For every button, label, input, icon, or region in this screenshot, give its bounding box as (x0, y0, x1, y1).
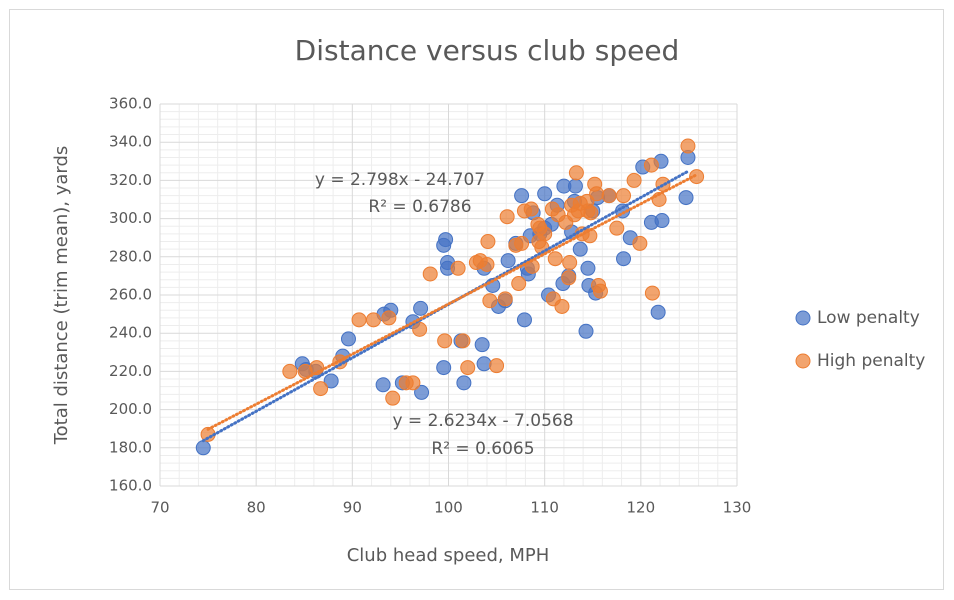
data-point (547, 251, 563, 267)
data-point (561, 270, 577, 286)
data-point (365, 312, 381, 328)
data-point (568, 165, 584, 181)
data-point (497, 291, 513, 307)
y-tick-label: 260.0 (109, 286, 152, 304)
data-point (412, 321, 428, 337)
data-point (680, 138, 696, 154)
data-point (514, 235, 530, 251)
data-point (511, 276, 527, 292)
data-point (438, 232, 454, 248)
data-point (456, 375, 472, 391)
data-point (572, 241, 588, 257)
data-point (460, 360, 476, 376)
legend-marker (795, 353, 811, 369)
legend-marker (795, 310, 811, 326)
data-point (405, 375, 421, 391)
data-point (479, 256, 495, 272)
data-point (476, 356, 492, 372)
x-tick-label: 110 (530, 499, 559, 517)
x-tick-label: 80 (247, 499, 266, 517)
data-point (514, 188, 530, 204)
data-point (632, 235, 648, 251)
data-point (195, 440, 211, 456)
data-point (616, 251, 632, 267)
data-point (436, 360, 452, 376)
trendline-r2: R² = 0.6786 (368, 197, 471, 217)
data-point (516, 312, 532, 328)
data-point (523, 201, 539, 217)
legend-label: High penalty (817, 351, 925, 371)
y-tick-label: 340.0 (109, 133, 152, 151)
data-point (644, 285, 660, 301)
data-point (654, 213, 670, 229)
y-tick-label: 280.0 (109, 247, 152, 265)
x-tick-label: 70 (150, 499, 169, 517)
data-point (609, 220, 625, 236)
chart-border (9, 9, 944, 590)
y-tick-label: 360.0 (109, 95, 152, 113)
y-tick-label: 300.0 (109, 209, 152, 227)
data-point (482, 293, 498, 309)
data-point (616, 188, 632, 204)
chart-title: Distance versus club speed (295, 34, 680, 67)
x-tick-label: 120 (627, 499, 656, 517)
data-point (414, 384, 430, 400)
data-point (500, 253, 516, 269)
trendline-r2: R² = 0.6065 (431, 439, 534, 459)
data-point (489, 358, 505, 374)
data-point (437, 333, 453, 349)
legend-label: Low penalty (817, 308, 920, 328)
data-point (385, 390, 401, 406)
data-point (567, 178, 583, 194)
data-point (582, 228, 598, 244)
data-point (689, 169, 705, 185)
data-point (580, 260, 596, 276)
x-tick-label: 100 (434, 499, 463, 517)
data-point (474, 337, 490, 353)
data-point (351, 312, 367, 328)
y-tick-label: 320.0 (109, 171, 152, 189)
data-point (562, 255, 578, 271)
data-point (589, 186, 605, 202)
trendline-equation: y = 2.798x - 24.707 (315, 170, 485, 190)
trendline-equation: y = 2.6234x - 7.0568 (392, 411, 573, 431)
x-axis-label: Club head speed, MPH (347, 545, 550, 566)
data-point (578, 323, 594, 339)
data-point (313, 381, 329, 397)
data-point (422, 266, 438, 282)
x-tick-label: 130 (723, 499, 752, 517)
data-point (583, 205, 599, 221)
data-point (626, 172, 642, 188)
x-tick-label: 90 (343, 499, 362, 517)
data-point (643, 157, 659, 173)
y-tick-label: 180.0 (109, 438, 152, 456)
data-point (678, 190, 694, 206)
data-point (381, 310, 397, 326)
data-point (455, 333, 471, 349)
data-point (413, 300, 429, 316)
data-point (650, 304, 666, 320)
y-tick-label: 160.0 (109, 477, 152, 495)
data-point (340, 331, 356, 347)
y-axis-label: Total distance (trim mean), yards (51, 146, 72, 446)
y-tick-label: 200.0 (109, 400, 152, 418)
data-point (323, 373, 339, 389)
data-point (537, 186, 553, 202)
data-point (601, 188, 617, 204)
data-point (282, 363, 298, 379)
data-point (450, 260, 466, 276)
trendline (206, 173, 699, 431)
y-tick-label: 220.0 (109, 362, 152, 380)
data-point (499, 209, 515, 225)
data-point (537, 226, 553, 242)
data-point (554, 298, 570, 314)
data-point (592, 283, 608, 299)
y-tick-label: 240.0 (109, 324, 152, 342)
data-point (480, 234, 496, 250)
data-point (375, 377, 391, 393)
